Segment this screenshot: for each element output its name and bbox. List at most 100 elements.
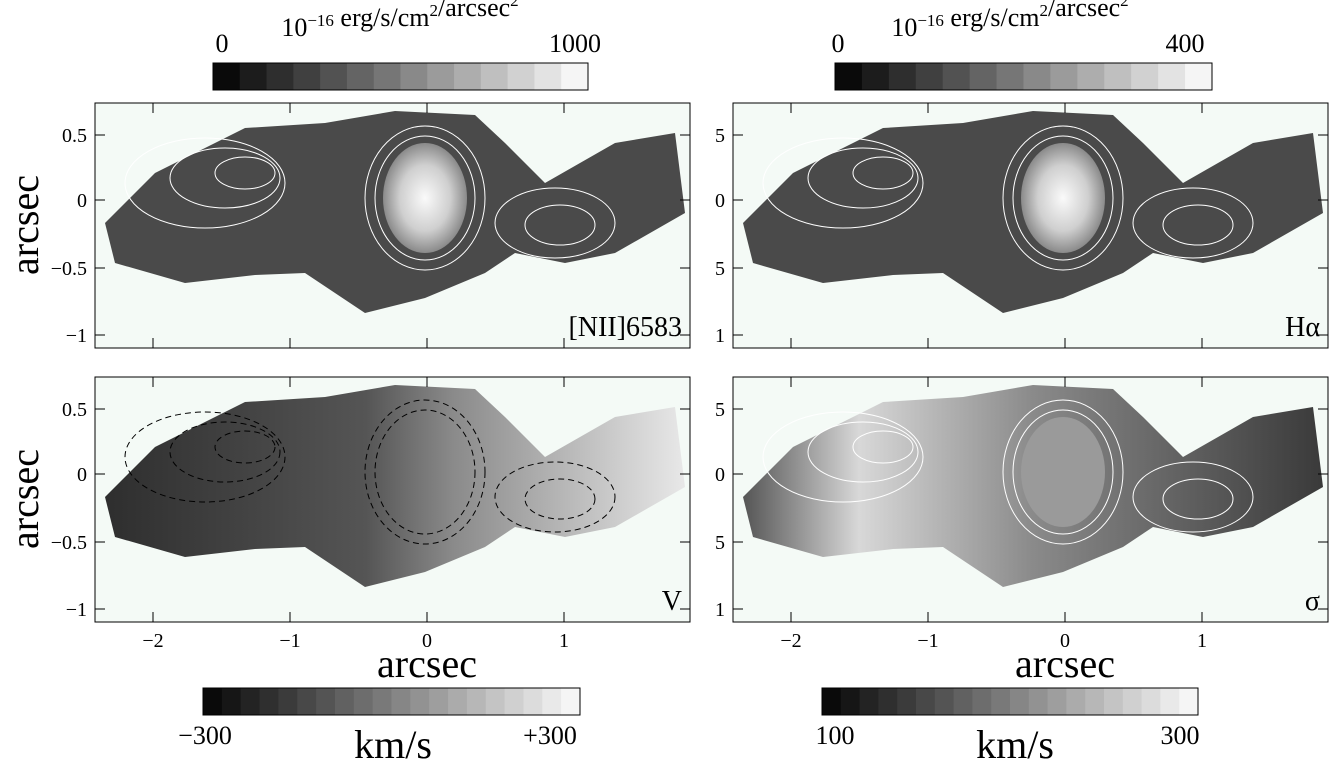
unit-part: erg/s/cm (334, 3, 430, 32)
colorbar-step (373, 63, 401, 90)
contour (807, 421, 919, 483)
y-tick-label: 5 (715, 258, 725, 280)
colorbar-step (916, 688, 936, 715)
contour (1012, 409, 1114, 535)
y-tick-label: 0 (715, 190, 725, 212)
colorbar-step (915, 63, 944, 90)
colorbar (834, 62, 1213, 91)
unit-sup: −16 (917, 11, 944, 30)
colorbar-step (1047, 688, 1067, 715)
x-tick-label: 0 (1060, 630, 1070, 652)
contour (762, 411, 924, 503)
emission-map (105, 385, 685, 587)
colorbar-step (448, 688, 468, 715)
colorbar-step (346, 63, 375, 90)
colorbar-step (859, 688, 879, 715)
colorbar-step (523, 688, 543, 715)
colorbar-step (221, 688, 242, 715)
contour (1132, 187, 1254, 259)
contour (124, 411, 286, 503)
colorbar-step (293, 63, 321, 90)
contour (762, 137, 924, 229)
x-tick-label: −1 (279, 630, 300, 652)
colorbar-frame (821, 687, 1199, 716)
contour (852, 430, 914, 464)
colorbar (202, 687, 581, 716)
panel: 0.5 0 −0.5 −1 [NII]6583 (51, 102, 691, 349)
panel-frame (94, 102, 691, 349)
contour (524, 478, 596, 520)
colorbar-step (1141, 688, 1161, 715)
unit-part: erg/s/cm (944, 3, 1040, 32)
colorbar-frame (212, 62, 589, 91)
colorbar-step (266, 63, 294, 90)
colorbar-step (1104, 63, 1132, 90)
contour (1002, 125, 1124, 271)
contour (494, 187, 616, 259)
y-tick-label: 5 (715, 399, 725, 421)
panel: 0.5 0 −0.5 −1 −2 −1 0 1 arcsec V (51, 376, 691, 686)
colorbar-step (427, 63, 455, 90)
colorbar-step (1122, 688, 1143, 715)
y-tick-label: 5 (715, 532, 725, 554)
contour (214, 156, 276, 190)
colorbar-min: 100 (816, 721, 855, 750)
contour (169, 147, 281, 209)
y-tick-label: 0 (77, 190, 87, 212)
contour (1162, 204, 1234, 246)
y-tick-label: −0.5 (51, 258, 87, 280)
colorbar-frame (834, 62, 1213, 91)
colorbar-step (1028, 688, 1049, 715)
x-tick-label: −2 (142, 630, 163, 652)
colorbar-frame (202, 687, 581, 716)
x-tick-label: −2 (780, 630, 801, 652)
colorbar-step (259, 688, 279, 715)
colorbar-step (861, 63, 890, 90)
nucleus (1021, 143, 1105, 253)
unit-part: /arcsec (438, 0, 510, 22)
contour (494, 461, 616, 533)
colorbar-step (942, 63, 971, 90)
colorbar-step (504, 688, 524, 715)
unit-part: 10 (281, 13, 307, 42)
colorbar-step (561, 63, 589, 90)
x-axis-label: arcsec (1015, 641, 1115, 686)
y-tick-label: 0 (715, 464, 725, 486)
contour (214, 430, 276, 464)
colorbar-step (353, 688, 374, 715)
colorbar-step (391, 688, 411, 715)
colorbar-step (1179, 688, 1199, 715)
colorbar-step (1131, 63, 1159, 90)
colorbar-unit: 10−16 erg/s/cm2/arcsec2 (281, 0, 518, 42)
y-axis-label: arcsec (2, 175, 47, 275)
colorbar-step (485, 688, 506, 715)
colorbar-step (1085, 688, 1105, 715)
colorbar-step (1010, 688, 1030, 715)
colorbar-step (561, 688, 581, 715)
colorbar-step (1077, 63, 1105, 90)
colorbar-max: 400 (1166, 29, 1205, 58)
panel-frame (732, 376, 1329, 623)
colorbar-step (835, 63, 863, 90)
contour (169, 421, 281, 483)
colorbar-step (466, 688, 487, 715)
unit-sup: 2 (510, 0, 519, 10)
contour (364, 125, 486, 271)
colorbar-step (542, 688, 562, 715)
colorbar-step (840, 688, 861, 715)
colorbar-min: 0 (216, 29, 229, 58)
colorbar-min: 0 (832, 29, 845, 58)
colorbar-step (969, 63, 998, 90)
colorbar-step (972, 688, 992, 715)
colorbar-step (480, 63, 509, 90)
y-tick-label: 0.5 (62, 125, 87, 147)
colorbar-step (316, 688, 336, 715)
colorbar-max: 1000 (549, 29, 601, 58)
x-tick-label: −1 (917, 630, 938, 652)
y-tick-label: 1 (715, 599, 725, 621)
colorbar-step (888, 63, 917, 90)
colorbar-step (507, 63, 535, 90)
unit-part: 10 (891, 13, 917, 42)
nucleus (1021, 417, 1105, 527)
colorbar-step (991, 688, 1011, 715)
